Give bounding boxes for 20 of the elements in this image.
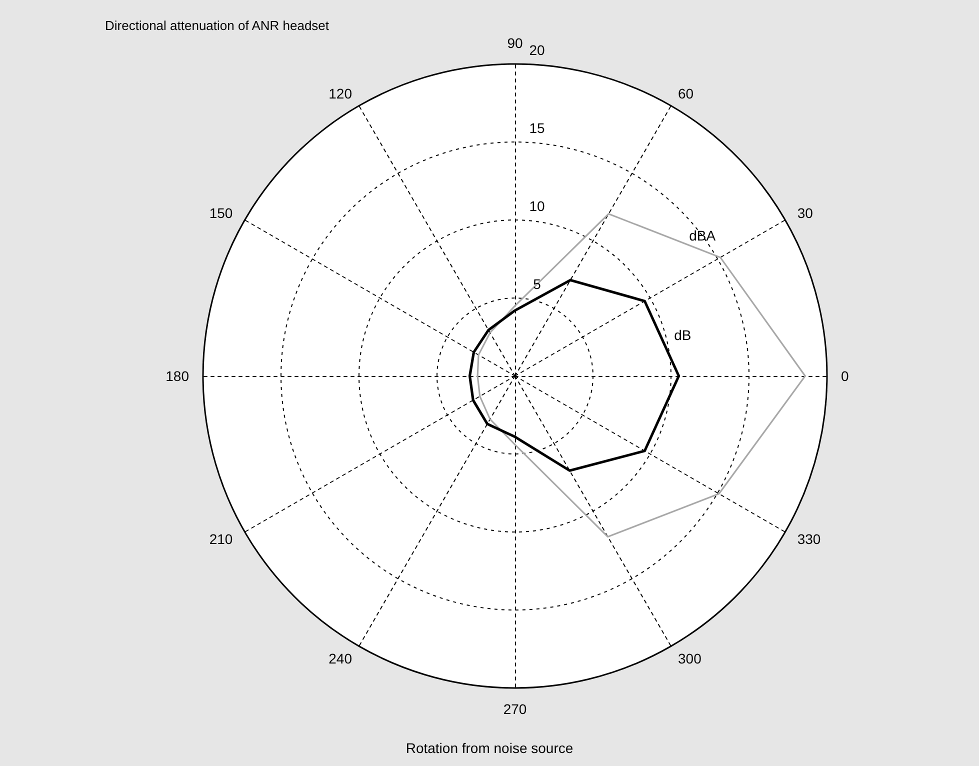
spoke-label: 30 (797, 205, 814, 221)
spoke-label: 270 (503, 701, 527, 717)
spoke-label: 240 (328, 650, 352, 666)
series-label: dBA (689, 227, 716, 244)
spoke-label: 330 (797, 531, 821, 547)
y-tick-label: 15 (529, 120, 545, 136)
y-tick-label: 10 (529, 198, 545, 214)
spoke-label: 150 (209, 205, 233, 221)
y-tick-label: 20 (529, 42, 545, 58)
spoke-label: 60 (678, 86, 694, 102)
spoke-label: 90 (507, 35, 523, 51)
spoke-label: 120 (328, 86, 352, 102)
spoke-label: 300 (678, 650, 702, 666)
spoke-label: 180 (166, 368, 190, 384)
y-tick-label: 5 (533, 276, 542, 292)
spoke-label: 210 (209, 531, 233, 547)
text: Rotation from noise source (406, 740, 574, 756)
chart-title: Directional attenuation of ANR headset (105, 18, 330, 33)
series-label: dB (674, 327, 692, 344)
spoke-label: 0 (841, 368, 849, 384)
